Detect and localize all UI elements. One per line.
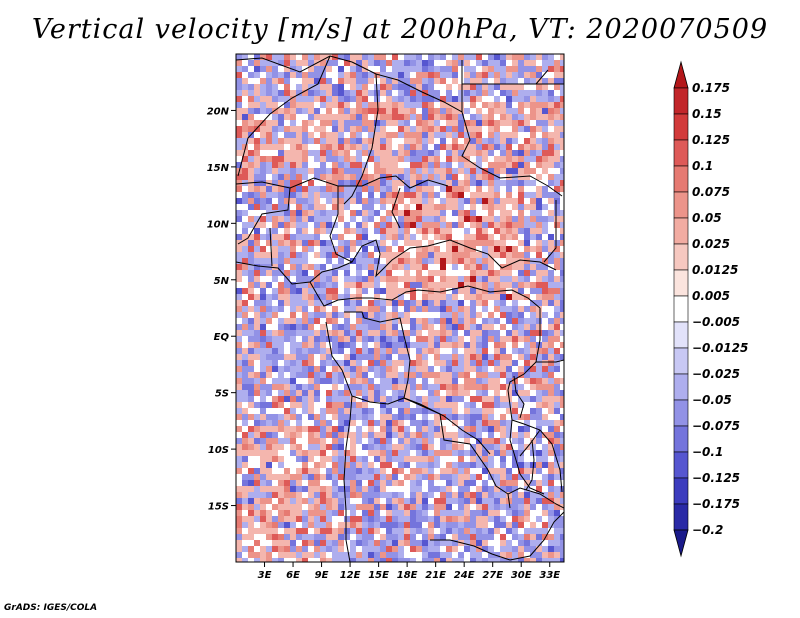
colorbar-label: −0.05 <box>692 393 732 407</box>
colorbar-swatch <box>673 347 689 375</box>
colorbar-swatch <box>673 373 689 401</box>
x-tick-label: 27E <box>482 570 503 581</box>
plot-frame <box>235 53 565 563</box>
y-tick-label: 15N <box>207 163 230 174</box>
y-axis: 20N 15N 10N 5N EQ 5S 10S 15S <box>207 106 236 513</box>
colorbar-swatch <box>673 165 689 193</box>
colorbar-swatch <box>673 113 689 141</box>
vertical-velocity-field <box>236 54 564 562</box>
colorbar-top-arrow <box>673 60 689 89</box>
colorbar-label: −0.2 <box>692 523 723 537</box>
chart-title: Vertical velocity [m/s] at 200hPa, VT: 2… <box>31 14 769 45</box>
y-tick-label: 5N <box>214 276 230 287</box>
colorbar-label: 0.0125 <box>692 263 738 277</box>
colorbar-swatch <box>673 451 689 479</box>
colorbar-label: 0.15 <box>692 107 722 121</box>
colorbar-swatch <box>673 477 689 505</box>
x-tick-label: 24E <box>454 570 475 581</box>
colorbar-swatch <box>673 399 689 427</box>
x-tick-label: 9E <box>315 570 329 581</box>
colorbar-label: −0.125 <box>692 471 740 485</box>
x-tick-label: 30E <box>511 570 532 581</box>
colorbar-swatch <box>673 503 689 531</box>
credit-footer: GrADS: IGES/COLA <box>4 603 98 613</box>
x-tick-label: 6E <box>286 570 300 581</box>
colorbar-swatch <box>673 217 689 245</box>
colorbar-swatch <box>673 295 689 323</box>
y-tick-label: EQ <box>214 332 230 343</box>
colorbar-bottom-arrow <box>673 529 689 558</box>
colorbar-swatch <box>673 191 689 219</box>
x-tick-label: 18E <box>397 570 418 581</box>
x-tick-label: 15E <box>368 570 389 581</box>
colorbar-label: 0.05 <box>692 211 722 225</box>
colorbar-swatch <box>673 139 689 167</box>
colorbar-label: −0.005 <box>692 315 740 329</box>
x-axis: 3E 6E 9E 12E 15E 18E 21E 24E 27E 30E 33E <box>258 562 560 581</box>
y-tick-label: 5S <box>215 389 229 400</box>
y-tick-label: 15S <box>208 502 229 513</box>
colorbar-label: −0.1 <box>692 445 723 459</box>
colorbar-label: −0.075 <box>692 419 740 433</box>
colorbar-label: −0.025 <box>692 367 740 381</box>
y-tick-label: 10S <box>208 445 229 456</box>
colorbar-label: 0.025 <box>692 237 730 251</box>
colorbar-label: 0.125 <box>692 133 730 147</box>
colorbar-swatch <box>673 269 689 297</box>
x-tick-label: 21E <box>425 570 446 581</box>
colorbar-label: 0.175 <box>692 81 730 95</box>
colorbar-label: 0.075 <box>692 185 730 199</box>
colorbar-label: 0.1 <box>692 159 713 173</box>
x-tick-label: 33E <box>539 570 560 581</box>
colorbar-swatch <box>673 425 689 453</box>
x-tick-label: 3E <box>258 570 272 581</box>
colorbar-label: 0.005 <box>692 289 730 303</box>
colorbar-label: −0.175 <box>692 497 740 511</box>
y-tick-label: 20N <box>207 106 230 117</box>
y-tick-label: 10N <box>207 219 230 230</box>
colorbar-swatch <box>673 243 689 271</box>
colorbar: 0.175 0.15 0.125 0.1 0.075 0.05 0.025 0.0125 0.0… <box>673 60 748 558</box>
x-tick-label: 12E <box>340 570 361 581</box>
colorbar-swatch <box>673 87 689 115</box>
colorbar-label: −0.0125 <box>692 341 748 355</box>
country-borders <box>236 55 564 562</box>
colorbar-swatch <box>673 321 689 349</box>
